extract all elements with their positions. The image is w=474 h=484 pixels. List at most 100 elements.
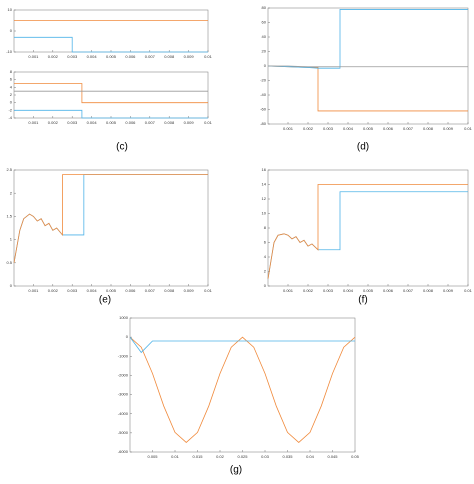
x-tick-label: 0.008: [164, 54, 175, 59]
y-tick-label: 0.5: [6, 260, 12, 265]
panel-caption: (f): [358, 295, 367, 306]
y-tick-label: 0: [264, 283, 267, 288]
y-tick-label: -5000: [118, 430, 129, 435]
x-tick-label: 0.009: [443, 126, 454, 131]
x-tick-label: 0.007: [403, 126, 414, 131]
y-tick-label: -3000: [118, 392, 129, 397]
x-tick-label: 0.004: [87, 54, 98, 59]
x-tick-label: 0.007: [145, 120, 156, 125]
x-tick-label: 0.005: [106, 54, 117, 59]
x-tick-label: 0.005: [106, 288, 117, 293]
x-tick-label: 0.015: [192, 454, 203, 459]
x-tick-label: 0.007: [145, 288, 156, 293]
x-tick-label: 0.006: [383, 288, 394, 293]
y-tick-label: 6: [264, 240, 267, 245]
plot-frame: [13, 9, 209, 53]
x-tick-label: 0.008: [164, 120, 175, 125]
y-tick-label: 20: [262, 49, 267, 54]
x-tick-label: 0.003: [67, 120, 78, 125]
x-tick-label: 0.001: [283, 288, 294, 293]
y-tick-label: -6000: [118, 449, 129, 454]
y-tick-label: 0: [10, 283, 13, 288]
panel-caption: (g): [230, 465, 242, 476]
x-tick-label: 0.01: [464, 126, 473, 131]
x-tick-label: 0.008: [423, 126, 434, 131]
panel-caption: (e): [99, 295, 111, 306]
x-tick-label: 0.008: [164, 288, 175, 293]
x-tick-label: 0.003: [323, 288, 334, 293]
series-line: [129, 336, 356, 443]
y-tick-label: 6: [10, 77, 13, 82]
x-tick-label: 0.009: [184, 120, 195, 125]
y-tick-label: 1000: [119, 315, 129, 320]
y-tick-label: 4: [264, 254, 267, 259]
y-tick-label: -2000: [118, 372, 129, 377]
series-line: [267, 191, 468, 279]
y-tick-label: -10: [6, 49, 13, 54]
y-tick-label: -2: [8, 107, 12, 112]
x-tick-label: 0.02: [216, 454, 225, 459]
x-tick-label: 0.001: [283, 126, 294, 131]
series-line: [267, 65, 468, 112]
x-tick-label: 0.004: [343, 126, 354, 131]
x-tick-label: 0.01: [204, 54, 213, 59]
y-tick-label: 16: [262, 167, 267, 172]
y-tick-label: -4: [8, 115, 12, 120]
y-tick-label: 2: [264, 269, 267, 274]
y-tick-label: 2: [10, 92, 13, 97]
y-tick-label: 0: [126, 334, 129, 339]
series-line: [14, 83, 208, 104]
y-tick-label: -1000: [118, 353, 129, 358]
y-tick-label: 80: [262, 5, 267, 10]
y-tick-label: -60: [260, 107, 267, 112]
x-tick-label: 0.01: [204, 120, 213, 125]
y-tick-label: 0: [10, 28, 13, 33]
y-tick-label: -4000: [118, 411, 129, 416]
y-tick-label: 8: [264, 225, 267, 230]
y-tick-label: 60: [262, 20, 267, 25]
x-tick-label: 0.004: [343, 288, 354, 293]
x-tick-label: 0.001: [28, 54, 39, 59]
x-tick-label: 0.01: [171, 454, 180, 459]
x-tick-label: 0.002: [48, 288, 59, 293]
x-tick-label: 0.009: [443, 288, 454, 293]
x-tick-label: 0.002: [303, 126, 314, 131]
x-tick-label: 0.001: [28, 288, 39, 293]
plot-frame: [129, 317, 356, 453]
x-tick-label: 0.001: [28, 120, 39, 125]
series-line: [13, 174, 208, 263]
y-tick-label: 10: [262, 211, 267, 216]
series-line: [14, 36, 208, 53]
y-tick-label: 10: [8, 7, 13, 12]
series-line: [14, 109, 208, 119]
plot-frame: [267, 169, 469, 287]
y-tick-label: 4: [10, 84, 13, 89]
x-tick-label: 0.005: [363, 126, 374, 131]
x-tick-label: 0.002: [48, 54, 59, 59]
x-tick-label: 0.002: [303, 288, 314, 293]
x-tick-label: 0.007: [403, 288, 414, 293]
x-tick-label: 0.004: [87, 288, 98, 293]
panel-caption: (d): [357, 142, 369, 153]
x-tick-label: 0.006: [125, 120, 136, 125]
x-tick-label: 0.006: [125, 288, 136, 293]
y-tick-label: 40: [262, 34, 267, 39]
y-tick-label: 12: [262, 196, 267, 201]
series-line: [268, 65, 468, 68]
y-tick-label: 0: [10, 100, 13, 105]
x-tick-label: 0.006: [125, 54, 136, 59]
y-tick-label: 1: [10, 237, 13, 242]
series-line: [13, 174, 208, 263]
x-tick-label: 0.005: [363, 288, 374, 293]
x-tick-label: 0.003: [323, 126, 334, 131]
series-line: [267, 9, 468, 69]
series-line: [267, 184, 468, 279]
y-tick-label: -20: [260, 78, 267, 83]
x-tick-label: 0.007: [145, 54, 156, 59]
plot-frame: [13, 71, 209, 119]
y-tick-label: 14: [262, 182, 267, 187]
x-tick-label: 0.009: [184, 288, 195, 293]
x-tick-label: 0.005: [106, 120, 117, 125]
x-tick-label: 0.04: [306, 454, 315, 459]
x-tick-label: 0.008: [423, 288, 434, 293]
